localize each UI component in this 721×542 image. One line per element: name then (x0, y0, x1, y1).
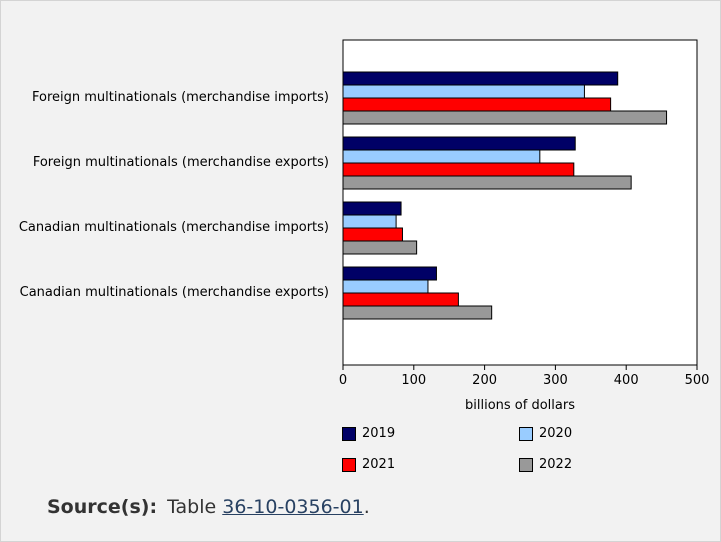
legend-item-2022: 2022 (519, 457, 572, 472)
x-tick-label: 0 (339, 373, 347, 388)
bar-foreign-multinationals-merchandise-exports-2020 (342, 149, 541, 164)
x-tick-label: 300 (543, 373, 568, 388)
bar-canadian-multinationals-merchandise-exports-2020 (342, 279, 429, 294)
x-axis-label: billions of dollars (465, 398, 575, 413)
source-suffix: . (363, 496, 370, 518)
legend-label: 2022 (539, 457, 573, 472)
bar-foreign-multinationals-merchandise-exports-2019 (342, 136, 576, 151)
source-label: Source(s): (47, 496, 158, 518)
legend-swatch (519, 457, 533, 472)
legend-item-2021: 2021 (342, 457, 395, 472)
category-label: Canadian multinationals (merchandise imp… (19, 220, 329, 235)
bar-foreign-multinationals-merchandise-exports-2021 (342, 162, 575, 177)
bar-canadian-multinationals-merchandise-imports-2021 (342, 227, 403, 242)
bar-chart: Foreign multinationals (merchandise impo… (19, 39, 710, 413)
bar-canadian-multinationals-merchandise-imports-2020 (342, 214, 397, 229)
category-label: Foreign multinationals (merchandise expo… (33, 155, 329, 170)
legend-label: 2020 (539, 426, 573, 441)
x-tick-label: 400 (614, 373, 639, 388)
bar-foreign-multinationals-merchandise-imports-2021 (342, 97, 612, 112)
source-table-link[interactable]: 36-10-0356-01 (222, 496, 364, 518)
bar-foreign-multinationals-merchandise-imports-2022 (342, 110, 668, 125)
legend-label: 2019 (362, 426, 396, 441)
bar-canadian-multinationals-merchandise-exports-2022 (342, 305, 493, 320)
legend-swatch (342, 426, 356, 441)
x-tick-label: 500 (685, 373, 710, 388)
x-tick-label: 200 (472, 373, 497, 388)
source-note: Source(s): Table 36-10-0356-01. (47, 496, 370, 518)
category-label: Foreign multinationals (merchandise impo… (32, 90, 329, 105)
x-tick-label: 100 (401, 373, 426, 388)
bar-canadian-multinationals-merchandise-exports-2019 (342, 266, 437, 281)
legend-label: 2021 (362, 457, 396, 472)
bar-foreign-multinationals-merchandise-exports-2022 (342, 175, 632, 190)
bar-foreign-multinationals-merchandise-imports-2020 (342, 84, 585, 99)
category-label: Canadian multinationals (merchandise exp… (20, 285, 329, 300)
legend-item-2019: 2019 (342, 426, 395, 441)
legend-item-2020: 2020 (519, 426, 572, 441)
bar-foreign-multinationals-merchandise-imports-2019 (342, 71, 619, 86)
bar-canadian-multinationals-merchandise-exports-2021 (342, 292, 459, 307)
source-text: Table (167, 496, 217, 518)
legend-swatch (519, 426, 533, 441)
bar-canadian-multinationals-merchandise-imports-2022 (342, 240, 418, 255)
legend-swatch (342, 457, 356, 472)
bar-canadian-multinationals-merchandise-imports-2019 (342, 201, 402, 216)
